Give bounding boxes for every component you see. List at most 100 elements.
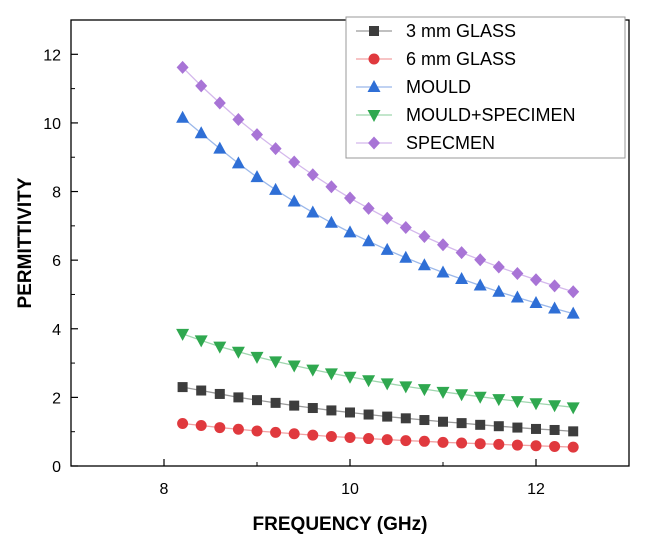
- data-point: [400, 413, 411, 424]
- data-point: [306, 205, 320, 218]
- series-line: [182, 66, 574, 293]
- data-point: [213, 341, 227, 354]
- data-series: [176, 60, 580, 453]
- data-point: [474, 253, 487, 267]
- data-point: [436, 386, 450, 399]
- legend-marker: [367, 110, 381, 122]
- data-point: [417, 384, 431, 397]
- legend-marker: [368, 53, 380, 65]
- data-point: [362, 375, 376, 388]
- data-point: [344, 191, 356, 205]
- data-point: [214, 388, 225, 399]
- data-point: [381, 211, 394, 225]
- y-tick-label: 6: [52, 253, 61, 270]
- data-point: [251, 128, 263, 142]
- data-point: [567, 285, 580, 299]
- data-point: [548, 301, 562, 314]
- data-point: [474, 438, 486, 450]
- data-point: [324, 368, 338, 381]
- data-point: [270, 397, 281, 408]
- data-point: [473, 278, 487, 291]
- data-point: [343, 225, 357, 238]
- data-point: [530, 273, 542, 287]
- y-tick-label: 8: [52, 185, 61, 202]
- data-point: [324, 215, 338, 228]
- y-tick-label: 0: [52, 459, 61, 476]
- data-point: [475, 419, 486, 430]
- legend: 3 mm GLASS 6 mm GLASS MOULD MOULD+SPECIMEN S…: [345, 16, 626, 159]
- data-point: [233, 392, 244, 403]
- legend-entry: 3 mm GLASS: [356, 21, 516, 41]
- data-point: [325, 430, 337, 442]
- data-point: [269, 182, 283, 195]
- series-line: [182, 333, 574, 408]
- data-point: [399, 381, 413, 394]
- legend-entry: SPECMEN: [356, 133, 495, 153]
- data-point: [548, 400, 562, 413]
- data-point: [436, 265, 450, 278]
- x-tick-label: 8: [160, 481, 169, 498]
- legend-label: MOULD+SPECIMEN: [406, 105, 576, 125]
- data-point: [362, 234, 376, 247]
- data-point: [306, 168, 319, 182]
- y-tick-label: 10: [43, 116, 61, 133]
- data-point: [493, 438, 505, 450]
- data-point: [269, 142, 282, 156]
- data-point: [307, 429, 319, 441]
- data-point: [231, 156, 245, 169]
- data-point: [363, 409, 374, 420]
- data-point: [194, 335, 208, 348]
- data-point: [400, 435, 412, 447]
- legend-label: SPECMEN: [406, 133, 495, 153]
- data-point: [213, 141, 227, 154]
- x-tick-label: 10: [341, 481, 359, 498]
- data-point: [418, 229, 431, 243]
- data-point: [307, 403, 318, 414]
- data-point: [530, 440, 542, 452]
- series-3-mm-glass: [177, 382, 579, 437]
- data-point: [251, 425, 263, 437]
- data-point: [511, 267, 524, 281]
- series-6-mm-glass: [177, 417, 579, 453]
- y-tick-label: 4: [52, 322, 61, 339]
- legend-label: 6 mm GLASS: [406, 49, 516, 69]
- data-point: [510, 290, 524, 303]
- legend-box: [345, 16, 626, 159]
- data-point: [455, 246, 468, 260]
- legend-entry: MOULD: [356, 77, 471, 97]
- axis-ticks: 0 2 4 6 8 10 12 8 10 12: [43, 47, 630, 498]
- data-point: [287, 194, 301, 207]
- legend-marker: [368, 136, 380, 150]
- data-point: [529, 398, 543, 411]
- data-point: [345, 407, 355, 418]
- data-point: [176, 110, 190, 123]
- data-point: [196, 385, 207, 396]
- data-point: [289, 400, 300, 411]
- data-point: [437, 238, 449, 252]
- data-point: [455, 272, 469, 285]
- series-line: [182, 117, 574, 315]
- data-point: [511, 439, 523, 451]
- data-point: [566, 306, 580, 319]
- data-point: [456, 437, 468, 449]
- legend-marker: [369, 26, 379, 36]
- data-point: [363, 433, 375, 445]
- data-point: [473, 391, 487, 404]
- data-point: [232, 112, 245, 126]
- data-point: [531, 423, 541, 434]
- data-point: [399, 250, 413, 263]
- data-point: [270, 426, 282, 438]
- data-point: [568, 426, 579, 437]
- data-point: [493, 421, 504, 432]
- legend-label: 3 mm GLASS: [406, 21, 516, 41]
- data-point: [269, 356, 283, 369]
- data-point: [326, 405, 337, 416]
- series-line: [182, 422, 574, 448]
- legend-entry: 6 mm GLASS: [356, 49, 516, 69]
- data-point: [250, 351, 264, 364]
- data-point: [288, 428, 300, 440]
- data-point: [455, 389, 469, 402]
- data-point: [438, 416, 448, 427]
- series-specmen: [176, 60, 580, 299]
